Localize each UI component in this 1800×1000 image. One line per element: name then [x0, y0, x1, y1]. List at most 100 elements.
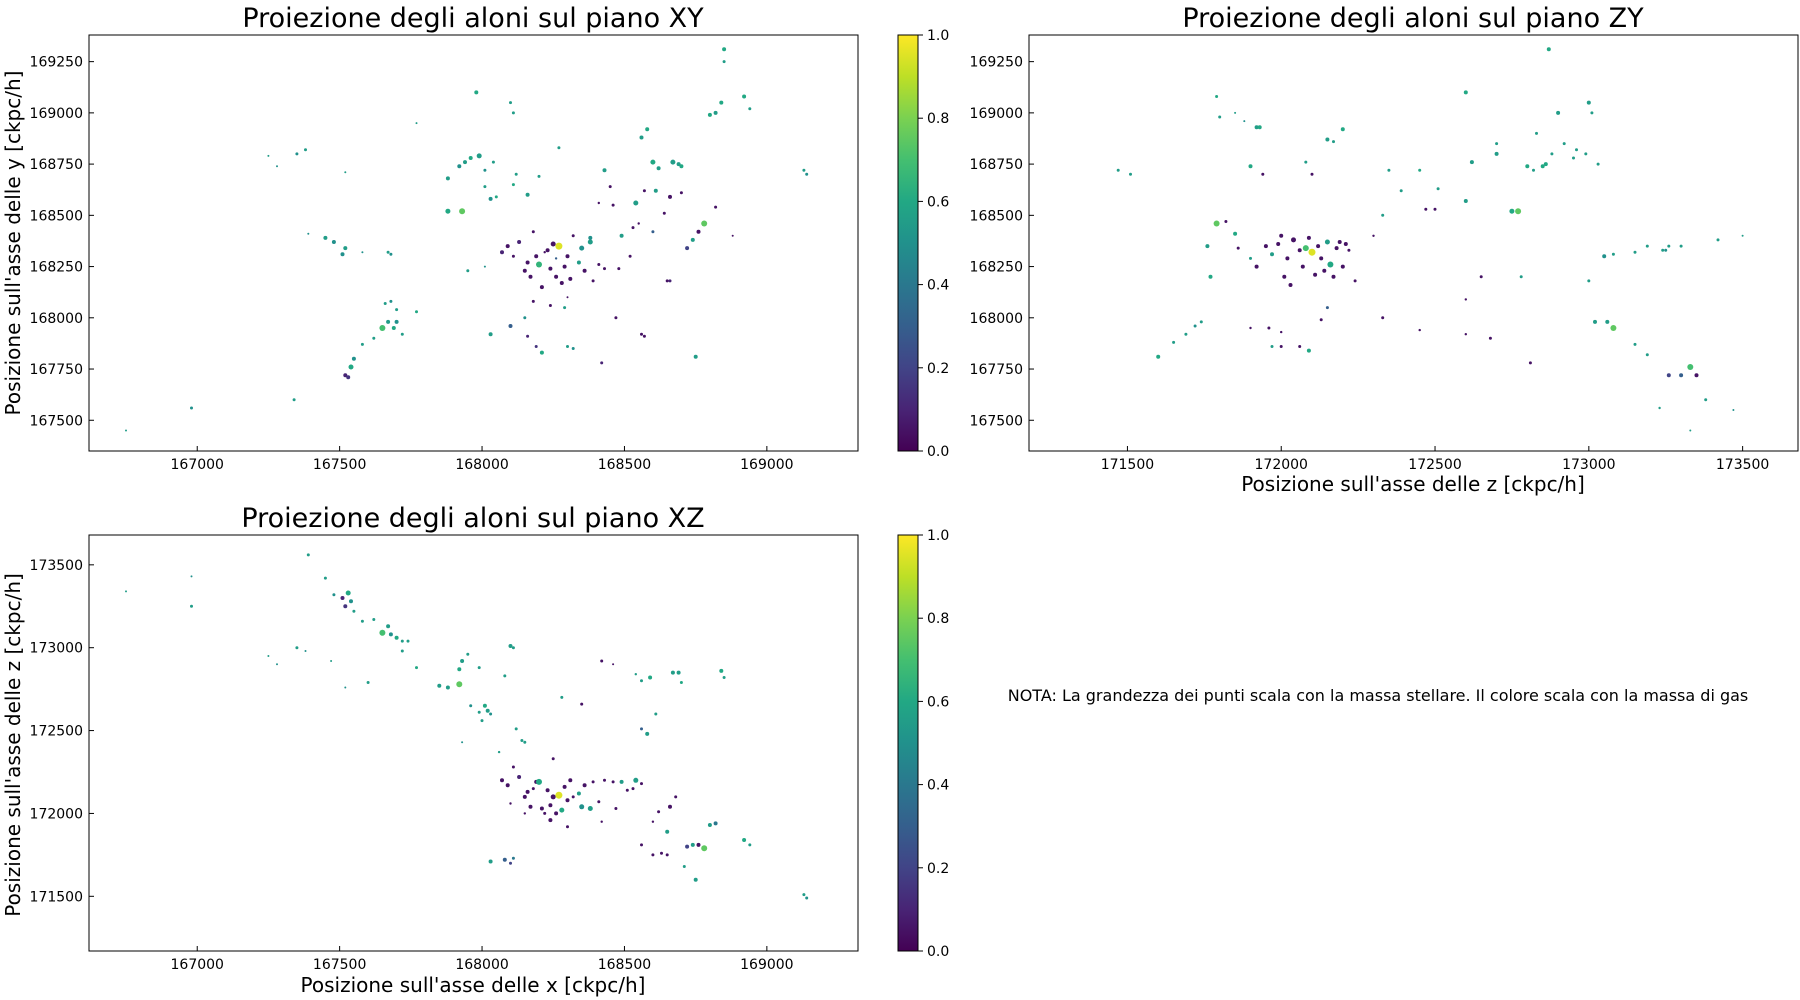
data-point — [1156, 354, 1161, 359]
data-point — [600, 820, 603, 823]
data-point — [526, 334, 530, 338]
data-point — [1590, 111, 1594, 115]
data-point — [346, 375, 351, 380]
data-point — [386, 250, 390, 254]
data-point — [568, 276, 573, 281]
data-point — [1276, 242, 1281, 246]
data-point — [1532, 168, 1535, 172]
data-point — [1716, 238, 1720, 242]
x-tick-label: 168500 — [598, 957, 651, 973]
plot-area[interactable]: 167000 167500 168000 168500 169000 167500 1677… — [30, 47, 809, 473]
data-point — [360, 619, 364, 623]
data-point — [722, 60, 726, 64]
data-point — [682, 865, 686, 868]
data-point — [348, 364, 354, 370]
data-point — [125, 590, 127, 593]
data-point — [415, 666, 418, 670]
data-point — [1519, 275, 1523, 279]
plot-area[interactable]: 167000 167500 168000 168500 169000 171500 1720… — [30, 553, 809, 973]
data-point — [693, 877, 698, 882]
data-point — [707, 112, 712, 117]
data-point — [645, 731, 650, 736]
data-point — [343, 604, 348, 609]
data-point — [660, 851, 663, 855]
data-point — [1334, 246, 1339, 251]
colorbar-tick-label: 0.4 — [927, 778, 949, 794]
data-point — [1298, 345, 1302, 348]
data-point — [587, 806, 593, 811]
data-point — [1587, 279, 1591, 283]
data-point — [1645, 353, 1649, 357]
y-tick-label: 173500 — [30, 558, 83, 574]
data-point — [587, 239, 593, 245]
data-point — [1418, 168, 1422, 172]
data-point — [457, 164, 462, 169]
x-tick-label: 167000 — [171, 457, 224, 473]
y-tick-label: 168000 — [30, 311, 83, 327]
data-point — [400, 332, 404, 336]
y-tick-label: 172000 — [30, 806, 83, 822]
data-point — [522, 268, 527, 273]
data-point — [1602, 254, 1607, 259]
data-point — [531, 299, 535, 303]
data-point — [550, 241, 556, 247]
data-point — [1464, 298, 1468, 301]
data-point — [731, 234, 734, 237]
data-point — [466, 652, 470, 656]
data-point — [1306, 235, 1311, 240]
x-axis-label: Posizione sull'asse delle x [ckpc/h] — [301, 973, 646, 997]
data-point — [1689, 429, 1692, 432]
data-point — [1666, 373, 1671, 378]
x-tick-label: 167000 — [171, 957, 224, 973]
data-point — [1433, 207, 1437, 211]
colorbar-xz: 0.0 0.2 0.4 0.6 0.8 1.0 — [897, 528, 949, 960]
data-point — [1327, 261, 1334, 268]
data-point — [306, 553, 310, 557]
data-point — [648, 675, 653, 680]
data-point — [805, 896, 809, 900]
data-point — [1234, 111, 1237, 114]
x-tick-label: 172000 — [1255, 457, 1308, 473]
data-point — [742, 838, 747, 842]
y-tick-label: 169250 — [970, 55, 1023, 71]
data-point — [536, 261, 542, 268]
data-point — [548, 818, 553, 823]
data-point — [1267, 326, 1271, 330]
data-point — [665, 279, 669, 283]
data-point — [676, 162, 681, 167]
axes-frame — [1028, 34, 1799, 452]
data-point — [476, 153, 482, 159]
data-point — [466, 269, 470, 273]
axes-frame — [88, 534, 859, 952]
data-point — [566, 296, 569, 299]
data-point — [537, 174, 541, 178]
data-point — [514, 727, 518, 731]
data-point — [597, 800, 601, 804]
data-point — [352, 609, 356, 613]
data-point — [1316, 244, 1321, 249]
y-tick-label: 167500 — [970, 413, 1023, 429]
data-point — [668, 194, 672, 199]
y-tick-label: 168500 — [970, 208, 1023, 224]
data-point — [461, 741, 464, 744]
data-point — [267, 154, 270, 157]
data-point — [1340, 127, 1345, 132]
data-point — [1172, 340, 1176, 344]
data-point — [395, 308, 399, 312]
data-point — [696, 842, 701, 847]
y-tick-label: 171500 — [30, 889, 83, 905]
data-point — [662, 211, 666, 215]
data-point — [560, 695, 564, 699]
data-point — [614, 316, 618, 320]
chart-title: Proiezione degli aloni sul piano ZY — [1182, 3, 1644, 34]
data-point — [488, 196, 493, 201]
plot-area[interactable]: 171500 172000 172500 173000 173500 167500 1677… — [970, 47, 1770, 473]
data-point — [1399, 189, 1403, 193]
data-point — [267, 655, 270, 657]
data-point — [394, 635, 399, 640]
data-point — [1694, 373, 1699, 378]
data-point — [1282, 274, 1287, 279]
x-tick-label: 168500 — [598, 457, 651, 473]
data-point — [536, 778, 542, 785]
